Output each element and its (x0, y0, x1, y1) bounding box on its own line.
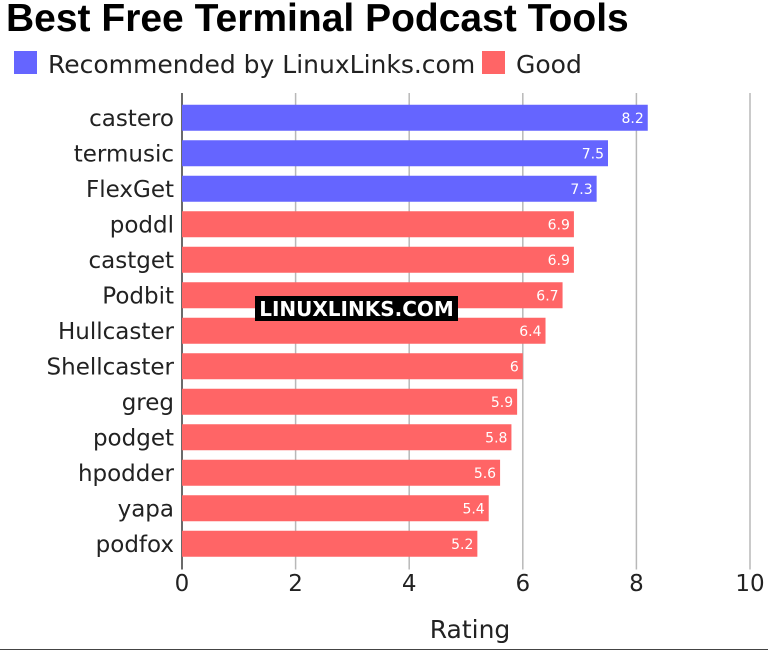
bar-podfox (182, 530, 478, 557)
bar-value-label-yapa: 5.4 (462, 501, 484, 517)
bar-castget (182, 246, 574, 273)
category-label-termusic: termusic (74, 141, 174, 167)
bar-value-label-FlexGet: 7.3 (570, 182, 592, 198)
category-label-greg: greg (122, 390, 174, 416)
category-label-podget: podget (93, 425, 174, 451)
x-axis-title: Rating (430, 615, 511, 644)
bar-value-label-poddl: 6.9 (548, 217, 570, 233)
category-label-hpodder: hpodder (78, 461, 175, 487)
x-tick-label-0: 0 (175, 571, 190, 597)
bars: 8.2 7.5 7.3 6.9 6.9 6.7 6.4 6 5.9 5.8 5.6 5.4 5.2 (182, 104, 648, 557)
x-tick-label-2: 2 (288, 571, 303, 597)
bar-value-label-termusic: 7.5 (582, 146, 604, 162)
bar-podget (182, 424, 512, 451)
bar-value-label-Shellcaster: 6 (510, 359, 519, 375)
bar-value-label-hpodder: 5.6 (474, 466, 496, 482)
bar-Hullcaster (182, 317, 546, 344)
chart-title: Best Free Terminal Podcast Tools (6, 0, 629, 40)
bar-value-label-podget: 5.8 (485, 430, 507, 446)
watermark-box (255, 296, 458, 321)
category-label-yapa: yapa (118, 496, 174, 522)
bar-value-label-Podbit: 6.7 (536, 288, 558, 304)
bar-value-label-Hullcaster: 6.4 (519, 324, 541, 340)
legend-swatch-good (482, 51, 505, 74)
x-axis-ticks: 0 2 4 6 8 10 (175, 571, 765, 597)
bar-value-label-castget: 6.9 (548, 253, 570, 269)
category-label-castget: castget (88, 248, 174, 274)
legend-label-good: Good (516, 50, 582, 79)
legend-label-recommended: Recommended by LinuxLinks.com (48, 50, 475, 79)
bar-FlexGet (182, 175, 597, 202)
legend-swatch-recommended (14, 51, 37, 74)
category-label-Shellcaster: Shellcaster (47, 354, 175, 380)
category-label-FlexGet: FlexGet (86, 177, 174, 203)
x-tick-label-8: 8 (629, 571, 644, 597)
category-label-castero: castero (89, 106, 174, 132)
category-label-Podbit: Podbit (102, 283, 174, 309)
bar-castero (182, 104, 648, 131)
bar-Shellcaster (182, 353, 523, 380)
bar-termusic (182, 140, 608, 167)
bar-greg (182, 388, 518, 415)
bar-poddl (182, 211, 574, 238)
category-label-Hullcaster: Hullcaster (58, 319, 175, 345)
bar-value-label-podfox: 5.2 (451, 537, 473, 553)
x-tick-label-4: 4 (402, 571, 417, 597)
watermark: LINUXLINKS.COM (255, 296, 458, 321)
bar-yapa (182, 495, 489, 522)
x-tick-label-6: 6 (515, 571, 530, 597)
category-label-podfox: podfox (96, 532, 174, 558)
bar-value-label-greg: 5.9 (491, 395, 513, 411)
bar-hpodder (182, 459, 501, 486)
category-labels: castero termusic FlexGet poddl castget Podbit… (47, 106, 175, 558)
legend: Recommended by LinuxLinks.com Good (14, 50, 582, 79)
x-tick-label-10: 10 (735, 571, 764, 597)
category-label-poddl: poddl (110, 212, 174, 238)
bar-value-label-castero: 8.2 (621, 111, 643, 127)
watermark-text: LINUXLINKS.COM (259, 297, 454, 321)
